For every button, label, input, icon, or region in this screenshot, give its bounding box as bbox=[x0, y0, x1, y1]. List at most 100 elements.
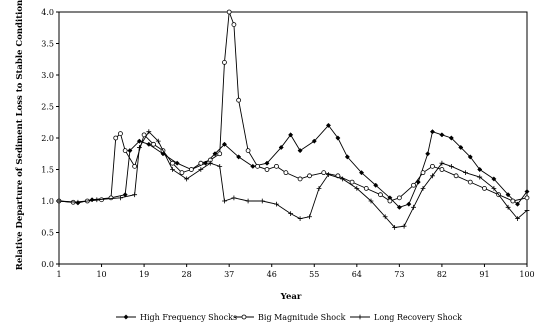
legend-label: High Frequency Shocks bbox=[140, 313, 237, 322]
data-point bbox=[392, 225, 398, 230]
data-point bbox=[387, 198, 393, 204]
data-point bbox=[482, 185, 487, 191]
y-tick-label: 0.5 bbox=[41, 229, 54, 238]
data-point bbox=[505, 192, 511, 198]
data-point bbox=[278, 144, 284, 151]
data-point bbox=[118, 131, 123, 136]
x-tick-label: 28 bbox=[182, 270, 192, 279]
data-point bbox=[453, 173, 459, 179]
data-point bbox=[198, 160, 204, 166]
data-point bbox=[127, 148, 133, 154]
data-point bbox=[231, 195, 237, 201]
data-point bbox=[222, 198, 227, 204]
x-tick-label: 100 bbox=[519, 270, 534, 279]
data-point bbox=[141, 132, 147, 138]
data-point bbox=[354, 186, 360, 191]
data-point bbox=[349, 179, 355, 185]
data-point bbox=[56, 198, 62, 204]
data-point bbox=[136, 145, 142, 150]
y-tick-label: 0.0 bbox=[41, 260, 54, 269]
legend: High Frequency Shocks Big Magnitude Shock… bbox=[116, 313, 462, 322]
data-point bbox=[510, 198, 516, 204]
data-point bbox=[524, 208, 530, 213]
data-point bbox=[401, 223, 407, 229]
data-point bbox=[264, 160, 270, 166]
series-diamond bbox=[56, 122, 530, 210]
data-point bbox=[174, 160, 180, 166]
data-point bbox=[420, 186, 426, 191]
data-point bbox=[245, 198, 251, 204]
y-tick-label: 3.0 bbox=[41, 71, 54, 80]
data-point bbox=[477, 166, 483, 173]
data-point bbox=[425, 151, 431, 157]
data-point bbox=[170, 167, 175, 172]
data-point bbox=[340, 176, 346, 182]
data-point bbox=[136, 138, 142, 144]
data-point bbox=[217, 163, 223, 169]
legend-item: Long Recovery Shock bbox=[350, 313, 462, 322]
data-point bbox=[231, 22, 237, 28]
data-point bbox=[297, 148, 303, 154]
data-point bbox=[217, 151, 223, 157]
legend-marker bbox=[357, 314, 363, 320]
data-point bbox=[179, 170, 185, 176]
data-point bbox=[524, 195, 530, 201]
data-point bbox=[448, 163, 454, 169]
data-point bbox=[212, 151, 218, 157]
series-line bbox=[58, 124, 528, 208]
data-point bbox=[118, 195, 123, 201]
data-point bbox=[236, 154, 242, 160]
data-point bbox=[420, 170, 426, 176]
data-point bbox=[325, 122, 332, 128]
data-point bbox=[514, 201, 521, 207]
data-point bbox=[363, 185, 369, 191]
x-tick-label: 91 bbox=[479, 270, 489, 279]
data-point bbox=[297, 216, 303, 222]
data-point bbox=[146, 141, 152, 147]
data-point bbox=[524, 188, 530, 195]
legend-label: Big Magnitude Shock bbox=[258, 313, 346, 322]
x-tick-label: 64 bbox=[352, 270, 362, 279]
data-point bbox=[188, 167, 194, 172]
y-tick-label: 1.5 bbox=[41, 166, 54, 175]
data-point bbox=[288, 211, 294, 216]
x-axis-title: Year bbox=[280, 292, 302, 302]
data-point bbox=[94, 197, 100, 203]
data-point bbox=[396, 204, 402, 210]
data-point bbox=[429, 129, 436, 135]
data-point bbox=[132, 192, 138, 198]
data-point bbox=[297, 176, 303, 182]
series-circle bbox=[56, 9, 530, 205]
data-point bbox=[283, 170, 289, 176]
data-point bbox=[311, 138, 317, 144]
x-tick-label: 73 bbox=[394, 270, 404, 279]
x-tick-label: 55 bbox=[309, 270, 319, 279]
data-point bbox=[184, 176, 190, 182]
data-point bbox=[75, 199, 81, 205]
data-point bbox=[288, 132, 294, 138]
data-point bbox=[307, 173, 312, 179]
data-point bbox=[448, 135, 454, 141]
data-point bbox=[382, 214, 388, 220]
data-point bbox=[439, 160, 445, 166]
y-tick-label: 2.5 bbox=[41, 103, 54, 112]
data-point bbox=[146, 129, 152, 135]
data-point bbox=[207, 160, 213, 166]
y-tick-label: 1.0 bbox=[41, 197, 54, 206]
data-point bbox=[274, 201, 279, 207]
data-point bbox=[321, 170, 327, 176]
data-point bbox=[439, 132, 445, 138]
data-point bbox=[122, 148, 128, 154]
data-point bbox=[491, 186, 497, 191]
legend-item: Big Magnitude Shock bbox=[234, 313, 346, 322]
data-point bbox=[406, 201, 412, 207]
y-tick-label: 2.0 bbox=[41, 134, 54, 143]
data-point bbox=[430, 163, 435, 169]
y-tick-label: 3.5 bbox=[41, 40, 54, 49]
data-point bbox=[326, 172, 331, 177]
data-point bbox=[378, 192, 383, 198]
data-point bbox=[108, 195, 114, 201]
y-axis-title: Relative Departure of Sediment Loss to S… bbox=[15, 0, 25, 270]
series-plus bbox=[56, 129, 530, 230]
legend-marker bbox=[123, 314, 129, 320]
